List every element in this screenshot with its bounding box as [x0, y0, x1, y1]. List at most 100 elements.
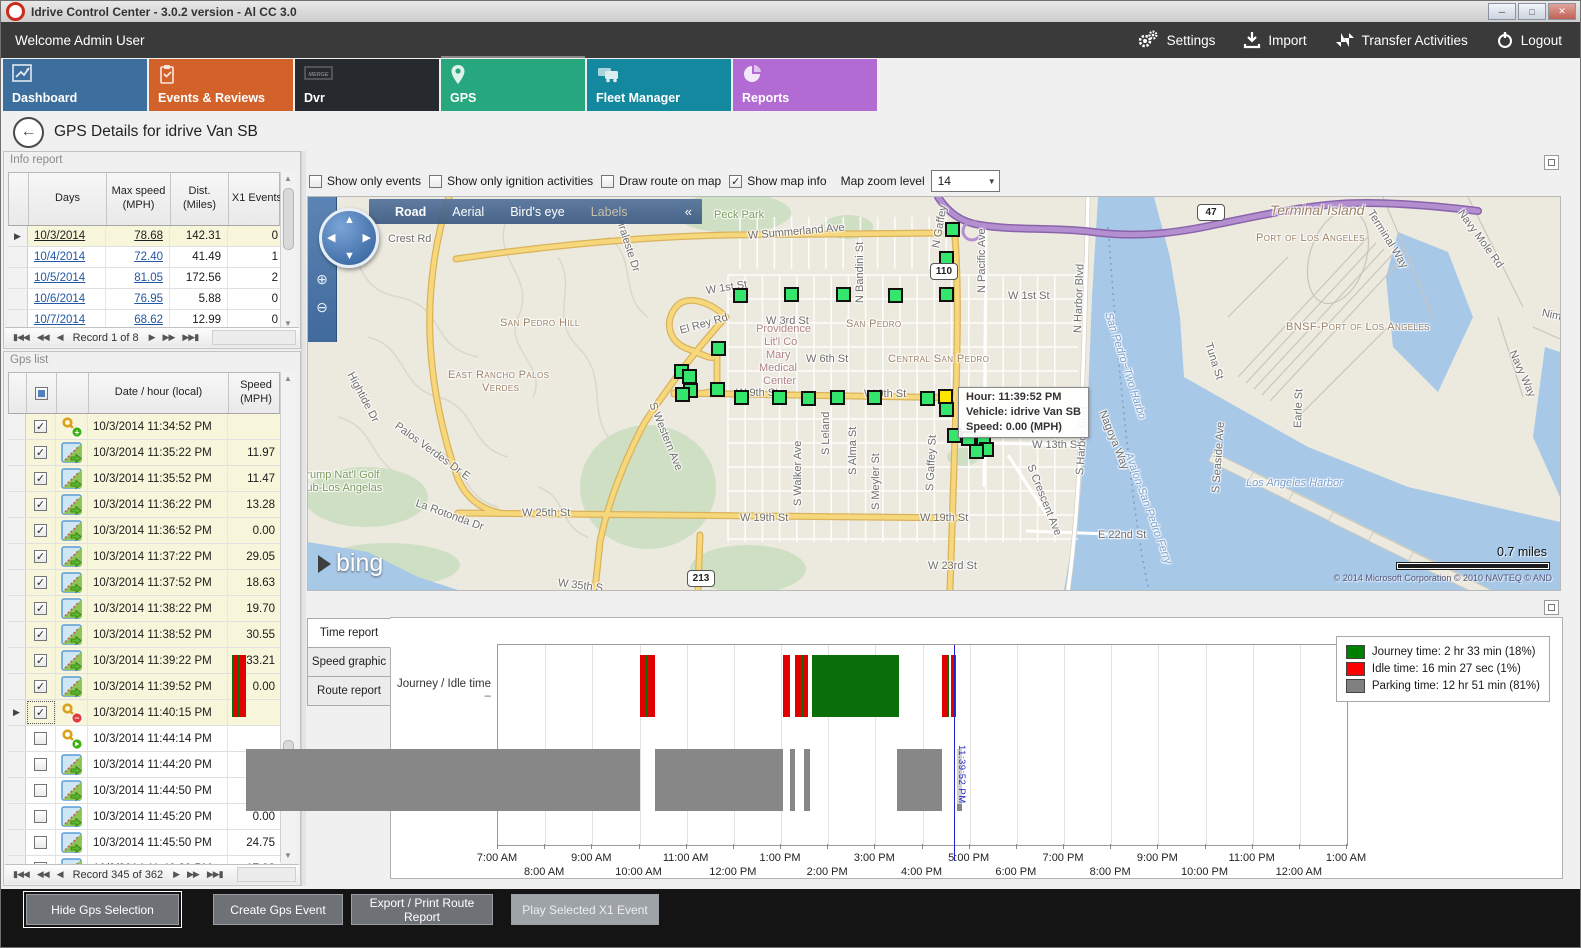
- gps-marker[interactable]: [710, 382, 725, 397]
- gps-marker[interactable]: [711, 341, 726, 356]
- prev-page-button[interactable]: ◀: [56, 332, 64, 342]
- prev-fast-button[interactable]: ◀◀: [36, 869, 50, 879]
- gps-list-row[interactable]: 10/3/2014 11:45:50 PM 24.75: [8, 830, 280, 856]
- col-dist[interactable]: Dist. (Miles): [171, 173, 229, 225]
- checkbox-show-only-events[interactable]: Show only events: [309, 174, 421, 188]
- gps-list-row[interactable]: ✓ 10/3/2014 11:38:52 PM 30.55: [8, 622, 280, 648]
- pager-hscroll[interactable]: [236, 867, 296, 882]
- back-button[interactable]: ←: [13, 116, 44, 148]
- max-speed-link[interactable]: 76.95: [106, 289, 170, 309]
- gps-marker[interactable]: [733, 288, 748, 303]
- row-checkbox[interactable]: ✓: [34, 628, 47, 641]
- gps-list-row[interactable]: 10/3/2014 11:44:20 PM0.00: [8, 752, 280, 778]
- day-link[interactable]: 10/7/2014: [28, 310, 106, 330]
- gps-marker[interactable]: [801, 391, 816, 406]
- row-checkbox[interactable]: ✓: [34, 472, 47, 485]
- row-checkbox[interactable]: ✓: [34, 550, 47, 563]
- collapse-chart-panel-button[interactable]: [1544, 600, 1559, 615]
- info-report-row[interactable]: 10/6/2014 76.95 5.88 0: [8, 289, 280, 310]
- max-speed-link[interactable]: 81.05: [106, 268, 170, 288]
- row-checkbox[interactable]: ✓: [34, 680, 47, 693]
- tab-dashboard[interactable]: Dashboard: [3, 59, 147, 111]
- tab-time-report[interactable]: Time report: [307, 618, 391, 648]
- create-gps-event-button[interactable]: Create Gps Event: [213, 894, 343, 925]
- row-checkbox[interactable]: ✓: [34, 602, 47, 615]
- max-speed-link[interactable]: 72.40: [106, 247, 170, 267]
- row-checkbox[interactable]: [34, 784, 47, 797]
- info-report-row[interactable]: 10/7/2014 68.62 12.99 0: [8, 310, 280, 331]
- row-checkbox[interactable]: [34, 862, 47, 864]
- map-style-aerial[interactable]: Aerial: [452, 204, 485, 219]
- gps-list-row[interactable]: 10/3/2014 11:44:14 PM: [8, 726, 280, 752]
- row-checkbox[interactable]: ✓: [34, 498, 47, 511]
- gps-list-row[interactable]: ✓ 10/3/2014 11:36:22 PM 13.28: [8, 492, 280, 518]
- col-max-speed[interactable]: Max speed (MPH): [107, 173, 171, 225]
- row-checkbox[interactable]: [34, 758, 47, 771]
- pan-right-icon[interactable]: ▶: [362, 232, 371, 244]
- info-report-row[interactable]: ▶ 10/3/2014 78.68 142.31 0: [8, 226, 280, 247]
- col-date-hour[interactable]: Date / hour (local): [89, 373, 229, 413]
- col-days[interactable]: Days: [29, 173, 107, 225]
- info-report-row[interactable]: 10/4/2014 72.40 41.49 1: [8, 247, 280, 268]
- col-speed[interactable]: Speed (MPH): [240, 379, 272, 405]
- gps-marker[interactable]: [734, 390, 749, 405]
- tab-route-report[interactable]: Route report: [307, 676, 391, 706]
- next-page-button[interactable]: ▶: [173, 869, 180, 879]
- pan-up-icon[interactable]: ▲: [344, 214, 355, 226]
- gps-marker[interactable]: [784, 287, 799, 302]
- checkbox-show-map-info[interactable]: ✓ Show map info: [729, 174, 827, 188]
- gps-list-row[interactable]: 10/3/2014 11:46:20 PM17.93: [8, 856, 280, 864]
- day-link[interactable]: 10/3/2014: [28, 226, 106, 246]
- info-report-scrollbar[interactable]: ▲ ▼: [280, 172, 296, 330]
- bing-map[interactable]: Crest Rd W Summerland Ave Miraleste Dr N Ba…: [307, 196, 1561, 591]
- day-link[interactable]: 10/5/2014: [28, 268, 106, 288]
- gps-list-row[interactable]: ✓ +10/3/2014 11:34:52 PM: [8, 414, 280, 440]
- zoom-out-button[interactable]: ⊖: [316, 298, 328, 315]
- title-bar[interactable]: Idrive Control Center - 3.0.2 version - …: [1, 1, 1580, 23]
- last-page-button[interactable]: ▶▶▮: [206, 869, 224, 879]
- day-link[interactable]: 10/6/2014: [28, 289, 106, 309]
- row-checkbox[interactable]: ✓: [34, 706, 47, 719]
- gps-list-row[interactable]: ✓ 10/3/2014 11:37:52 PM 18.63: [8, 570, 280, 596]
- next-fast-button[interactable]: ▶▶: [162, 332, 176, 342]
- export-print-route-report-button[interactable]: Export / Print Route Report: [351, 894, 493, 925]
- first-page-button[interactable]: ▮◀◀: [13, 869, 30, 879]
- maximize-button[interactable]: □: [1518, 3, 1546, 20]
- logout-button[interactable]: Logout: [1496, 30, 1562, 50]
- tab-events-reviews[interactable]: Events & Reviews: [149, 59, 293, 111]
- next-fast-button[interactable]: ▶▶: [187, 869, 200, 879]
- gps-list-row[interactable]: ✓ 10/3/2014 11:35:52 PM 11.47: [8, 466, 280, 492]
- gps-marker[interactable]: [888, 288, 903, 303]
- row-checkbox[interactable]: [34, 836, 47, 849]
- nav-collapse-button[interactable]: «: [684, 204, 692, 219]
- tab-fleet-manager[interactable]: Fleet Manager: [587, 59, 731, 111]
- map-style-road[interactable]: Road: [395, 204, 427, 219]
- minimize-button[interactable]: ─: [1488, 3, 1516, 20]
- gps-marker[interactable]: [945, 222, 960, 237]
- map-style-bird-s-eye[interactable]: Bird's eye: [510, 204, 565, 219]
- row-checkbox[interactable]: [34, 810, 47, 823]
- tab-reports[interactable]: Reports: [733, 59, 877, 111]
- tab-dvr[interactable]: MERGE Dvr: [295, 59, 439, 111]
- gps-list-row[interactable]: 10/3/2014 11:44:50 PM0.00: [8, 778, 280, 804]
- prev-fast-button[interactable]: ◀◀: [36, 332, 50, 342]
- map-zoom-select[interactable]: 14 ▼: [930, 170, 1000, 192]
- day-link[interactable]: 10/4/2014: [28, 247, 106, 267]
- gps-marker[interactable]: [920, 391, 935, 406]
- prev-page-button[interactable]: ◀: [56, 869, 64, 879]
- pan-left-icon[interactable]: ◀: [327, 232, 336, 244]
- tab-speed-graphic[interactable]: Speed graphic: [307, 647, 391, 677]
- pan-down-icon[interactable]: ▼: [344, 250, 355, 262]
- first-page-button[interactable]: ▮◀◀: [13, 332, 30, 342]
- gps-marker[interactable]: [867, 390, 882, 405]
- panel-splitter[interactable]: [301, 151, 306, 886]
- row-checkbox[interactable]: ✓: [34, 576, 47, 589]
- tab-gps[interactable]: GPS: [441, 56, 585, 111]
- col-x1-events[interactable]: X1 Events: [231, 192, 283, 205]
- info-report-row[interactable]: 10/5/2014 81.05 172.56 2: [8, 268, 280, 289]
- gps-marker[interactable]: [836, 287, 851, 302]
- row-checkbox[interactable]: ✓: [34, 654, 47, 667]
- pager-hscroll[interactable]: [212, 330, 296, 345]
- row-checkbox[interactable]: ✓: [34, 446, 47, 459]
- transfer-activities-button[interactable]: Transfer Activities: [1335, 30, 1468, 50]
